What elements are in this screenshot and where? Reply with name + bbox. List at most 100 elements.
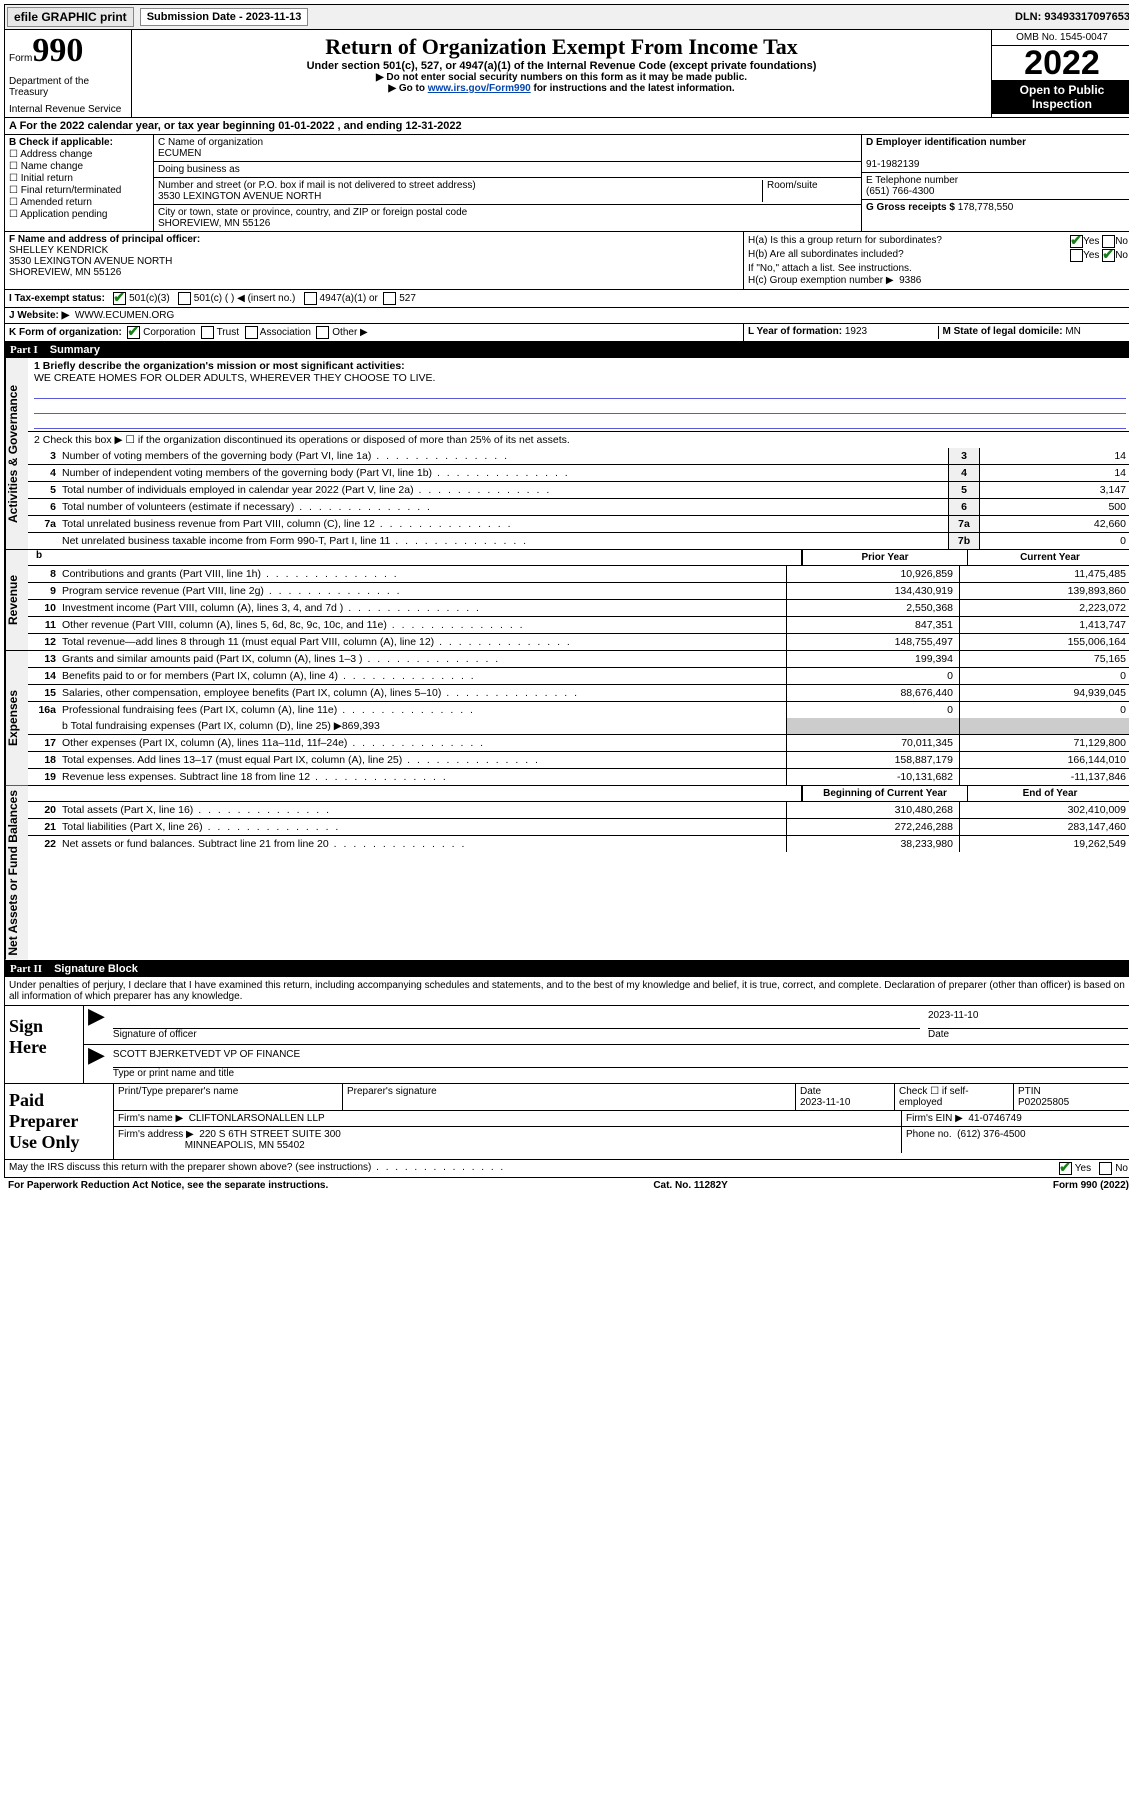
k-trust[interactable]: Trust xyxy=(201,327,239,338)
table-row: 5Total number of individuals employed in… xyxy=(28,482,1129,499)
goto-pre: ▶ Go to xyxy=(388,83,427,94)
table-row: 13Grants and similar amounts paid (Part … xyxy=(28,651,1129,668)
line-val: 14 xyxy=(979,448,1129,464)
line-no: 13 xyxy=(28,651,58,667)
part-ii-title: Signature Block xyxy=(54,963,138,975)
sign-here-body: ▶ Signature of officer 2023-11-10 Date ▶… xyxy=(84,1006,1129,1083)
chk-address-change[interactable]: ☐ Address change xyxy=(9,149,149,160)
ha-yes[interactable]: Yes xyxy=(1070,235,1099,248)
i-501c[interactable]: 501(c) ( ) ◀ (insert no.) xyxy=(178,293,295,304)
table-row: 11Other revenue (Part VIII, column (A), … xyxy=(28,617,1129,634)
line-desc: Total assets (Part X, line 16) xyxy=(58,802,786,818)
col-current: Current Year xyxy=(967,550,1129,565)
l16b-desc: b Total fundraising expenses (Part IX, c… xyxy=(58,718,786,734)
b-heading: B Check if applicable: xyxy=(9,137,149,148)
i-4947[interactable]: 4947(a)(1) or xyxy=(304,293,378,304)
firm-addr-line: Firm's address ▶ 220 S 6TH STREET SUITE … xyxy=(114,1127,1129,1153)
current-val: 302,410,009 xyxy=(959,802,1129,818)
revenue-section: Revenue b Prior Year Current Year 8Contr… xyxy=(4,550,1129,651)
form-990: 990 xyxy=(32,32,83,69)
discuss-row: May the IRS discuss this return with the… xyxy=(4,1160,1129,1178)
line-box: 4 xyxy=(948,465,979,481)
col-eoy: End of Year xyxy=(967,786,1129,801)
website-val[interactable]: WWW.ECUMEN.ORG xyxy=(75,310,174,321)
col-right: D Employer identification number 91-1982… xyxy=(861,135,1129,231)
prior-val: 0 xyxy=(786,668,959,684)
k-assoc[interactable]: Association xyxy=(245,327,311,338)
netassets-header: Beginning of Current Year End of Year xyxy=(28,786,1129,802)
row-j: J Website: ▶ WWW.ECUMEN.ORG xyxy=(4,308,1129,324)
addr-val: 3530 LEXINGTON AVENUE NORTH xyxy=(158,191,321,202)
prior-val: 70,011,345 xyxy=(786,735,959,751)
chk-initial-return[interactable]: ☐ Initial return xyxy=(9,173,149,184)
prior-val: 148,755,497 xyxy=(786,634,959,650)
i-501c3[interactable]: 501(c)(3) xyxy=(113,293,169,304)
l16b-b xyxy=(959,718,1129,734)
firm-name: Firm's name ▶ CLIFTONLARSONALLEN LLP xyxy=(114,1111,902,1126)
irs-link[interactable]: www.irs.gov/Form990 xyxy=(428,83,531,94)
col-prior: Prior Year xyxy=(802,550,967,565)
current-val: 2,223,072 xyxy=(959,600,1129,616)
line-val: 0 xyxy=(979,533,1129,549)
chk-final-return[interactable]: ☐ Final return/terminated xyxy=(9,185,149,196)
discuss-no[interactable]: No xyxy=(1099,1163,1128,1174)
cat-no: Cat. No. 11282Y xyxy=(653,1180,727,1191)
line-desc: Net unrelated business taxable income fr… xyxy=(58,533,948,549)
vlabel-revenue: Revenue xyxy=(5,550,28,650)
l16b-a xyxy=(786,718,959,734)
hb-no[interactable]: No xyxy=(1102,249,1128,262)
city-cell: City or town, state or province, country… xyxy=(154,205,861,231)
col-boy: Beginning of Current Year xyxy=(802,786,967,801)
hb-note: If "No," attach a list. See instructions… xyxy=(748,263,1128,274)
table-row: 21Total liabilities (Part X, line 26)272… xyxy=(28,819,1129,836)
current-val: 0 xyxy=(959,668,1129,684)
table-row: 7aTotal unrelated business revenue from … xyxy=(28,516,1129,533)
current-val: 155,006,164 xyxy=(959,634,1129,650)
sig-officer-label: Signature of officer xyxy=(113,1029,197,1040)
chk-name-change[interactable]: ☐ Name change xyxy=(9,161,149,172)
form-footer: Form 990 (2022) xyxy=(1053,1180,1129,1191)
discuss-yes[interactable]: Yes xyxy=(1059,1163,1091,1174)
line-box: 7a xyxy=(948,516,979,532)
k-corp[interactable]: Corporation xyxy=(127,327,195,338)
sig-officer-field[interactable] xyxy=(113,1010,920,1029)
gross-val: 178,778,550 xyxy=(958,202,1014,213)
efile-badge[interactable]: efile GRAPHIC print xyxy=(7,7,134,27)
prior-val: 0 xyxy=(786,702,959,718)
lm-right: L Year of formation: 1923 M State of leg… xyxy=(744,324,1129,341)
chk-app-pending[interactable]: ☐ Application pending xyxy=(9,209,149,220)
chk-amended-return[interactable]: ☐ Amended return xyxy=(9,197,149,208)
netassets-section: Net Assets or Fund Balances Beginning of… xyxy=(4,786,1129,961)
part-ii-label: Part II xyxy=(10,963,42,975)
vlabel-netassets: Net Assets or Fund Balances xyxy=(5,786,28,960)
l2-checkbox: 2 Check this box ▶ ☐ if the organization… xyxy=(28,431,1129,448)
current-val: 0 xyxy=(959,702,1129,718)
table-row: 3Number of voting members of the governi… xyxy=(28,448,1129,465)
submission-date: Submission Date - 2023-11-13 xyxy=(140,8,309,26)
name-title-field: SCOTT BJERKETVEDT VP OF FINANCE xyxy=(113,1049,1128,1068)
hb-yes[interactable]: Yes xyxy=(1070,249,1099,262)
mission-box: 1 Briefly describe the organization's mi… xyxy=(28,358,1129,431)
line-desc: Total revenue—add lines 8 through 11 (mu… xyxy=(58,634,786,650)
current-val: 139,893,860 xyxy=(959,583,1129,599)
bottom-note: For Paperwork Reduction Act Notice, see … xyxy=(4,1178,1129,1193)
table-row: 4Number of independent voting members of… xyxy=(28,465,1129,482)
netassets-body: Beginning of Current Year End of Year 20… xyxy=(28,786,1129,960)
sig-name-row: ▶ SCOTT BJERKETVEDT VP OF FINANCE Type o… xyxy=(84,1045,1129,1083)
ha-label: H(a) Is this a group return for subordin… xyxy=(748,235,1070,248)
i-527[interactable]: 527 xyxy=(383,293,415,304)
line-desc: Other revenue (Part VIII, column (A), li… xyxy=(58,617,786,633)
table-row: 8Contributions and grants (Part VIII, li… xyxy=(28,566,1129,583)
prior-val: 272,246,288 xyxy=(786,819,959,835)
table-row: 17Other expenses (Part IX, column (A), l… xyxy=(28,735,1129,752)
line-no: 15 xyxy=(28,685,58,701)
sign-here-label: Sign Here xyxy=(5,1006,84,1083)
line-no: 3 xyxy=(28,448,58,464)
self-emp-cell[interactable]: Check ☐ if self-employed xyxy=(895,1084,1014,1110)
line-no: 19 xyxy=(28,769,58,785)
table-row: 10Investment income (Part VIII, column (… xyxy=(28,600,1129,617)
k-other[interactable]: Other ▶ xyxy=(316,327,367,338)
ssn-note: ▶ Do not enter social security numbers o… xyxy=(136,72,987,83)
title-cell: Return of Organization Exempt From Incom… xyxy=(132,30,991,117)
goto-post: for instructions and the latest informat… xyxy=(531,83,735,94)
